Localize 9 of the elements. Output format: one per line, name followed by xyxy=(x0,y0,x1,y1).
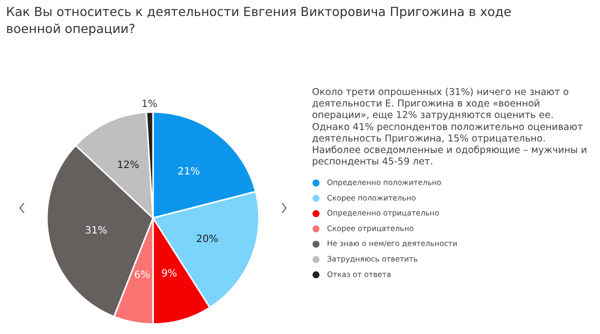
text: Около трети опрошенных (31%) ничего не знают о деятельности Е. Пригожина в ходе «военной операции», еще 12% затрудняются оценить ее. Однако 41% респондентов положительно оценивают деятельность Пригожина, 15% отрицательно. Наиболее осведомленные и одобряющие – мужчины и респонденты 45-59 лет. xyxy=(312,87,588,168)
chart-title: Как Вы относитесь к деятельности Евгения Викторовича Пригожина в ходе военной операции? xyxy=(6,4,512,36)
data-label: 1% xyxy=(141,98,158,110)
data-label: 6% xyxy=(134,270,150,281)
data-label: 31% xyxy=(84,225,108,236)
data-label: 9% xyxy=(161,268,178,280)
data-label: 21% xyxy=(178,166,200,178)
data-label: 20% xyxy=(196,234,218,246)
data-label: 12% xyxy=(117,160,140,171)
